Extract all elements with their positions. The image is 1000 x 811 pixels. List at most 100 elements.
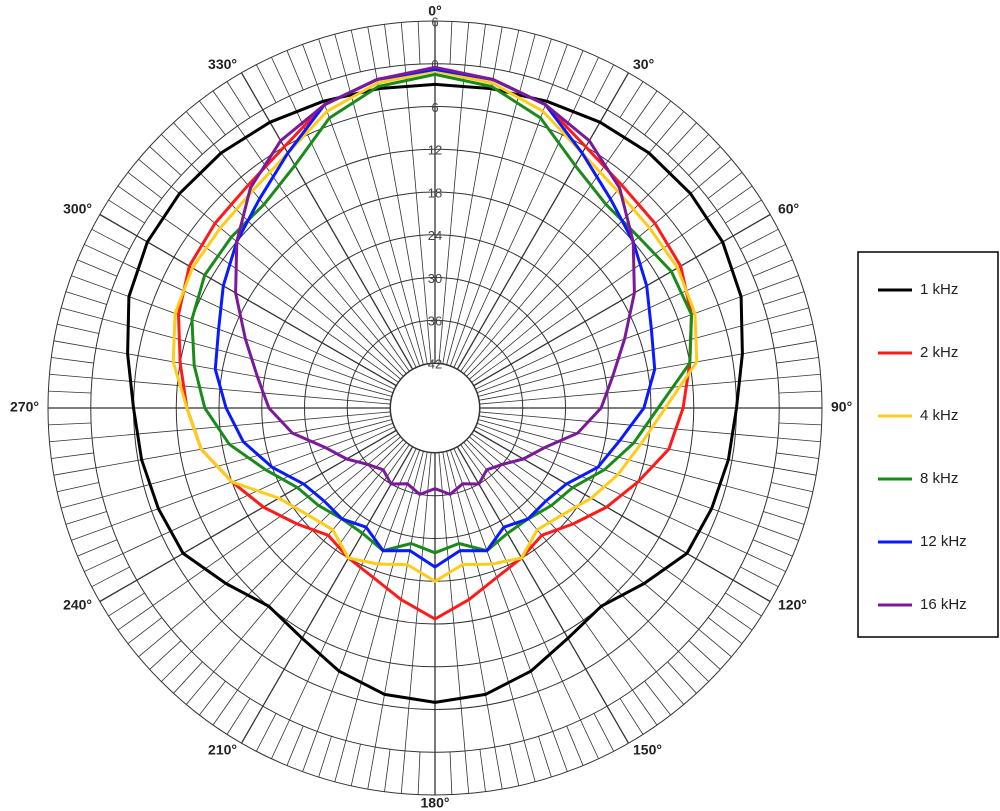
spoke xyxy=(667,661,697,694)
spoke xyxy=(149,640,182,670)
spoke xyxy=(752,259,793,277)
spoke xyxy=(384,749,391,792)
grid-ring xyxy=(175,148,695,668)
spoke xyxy=(417,751,421,795)
spoke xyxy=(667,122,697,155)
spoke xyxy=(65,291,107,305)
spoke xyxy=(593,64,615,103)
series-line xyxy=(177,67,693,621)
spoke xyxy=(127,617,163,644)
legend-label: 1 kHz xyxy=(920,281,958,298)
spoke xyxy=(776,452,819,459)
spoke xyxy=(57,323,99,334)
spoke xyxy=(740,228,779,250)
spoke xyxy=(763,511,805,525)
spoke xyxy=(449,21,453,65)
spoke xyxy=(226,698,251,735)
y-tick-label: 12 xyxy=(428,143,442,158)
spoke xyxy=(763,291,805,305)
spoke xyxy=(619,698,644,735)
spoke xyxy=(707,172,743,199)
grid-ring xyxy=(90,63,780,753)
spoke xyxy=(644,680,671,716)
spoke xyxy=(566,50,584,91)
spoke xyxy=(417,21,421,65)
center-hole xyxy=(390,363,480,453)
spoke xyxy=(725,199,762,224)
spoke xyxy=(566,725,584,766)
spoke xyxy=(57,482,99,493)
spoke xyxy=(108,592,145,617)
y-tick-label: 24 xyxy=(428,228,442,243)
spoke xyxy=(509,30,520,72)
spoke xyxy=(688,146,721,176)
y-tick-label: 30 xyxy=(428,271,442,286)
angle-label: 180° xyxy=(421,795,450,811)
grid-ring xyxy=(304,277,566,539)
spoke xyxy=(108,199,145,224)
legend-box xyxy=(857,251,999,638)
spoke xyxy=(449,751,453,795)
y-tick-label: 36 xyxy=(428,314,442,329)
spoke xyxy=(173,122,203,155)
spoke xyxy=(91,566,130,588)
spoke xyxy=(199,100,226,136)
series-line xyxy=(234,65,636,496)
spoke xyxy=(286,50,304,91)
series-line xyxy=(213,67,657,569)
spoke xyxy=(509,744,520,786)
spoke xyxy=(286,725,304,766)
spoke xyxy=(255,64,277,103)
series-line xyxy=(190,72,693,555)
angle-label: 30° xyxy=(633,56,654,72)
spoke xyxy=(226,81,251,118)
spoke xyxy=(91,228,130,250)
spoke xyxy=(593,713,615,752)
spoke xyxy=(127,172,163,199)
legend-label: 8 kHz xyxy=(920,470,958,487)
spoke xyxy=(778,390,822,394)
spoke xyxy=(255,713,277,752)
spoke xyxy=(771,482,813,493)
legend-label: 2 kHz xyxy=(920,344,958,361)
angle-label: 210° xyxy=(208,742,237,758)
spoke xyxy=(77,539,118,557)
angle-label: 330° xyxy=(208,56,237,72)
spoke xyxy=(48,422,92,426)
legend-label: 4 kHz xyxy=(920,407,958,424)
spoke xyxy=(51,452,94,459)
spoke xyxy=(479,24,486,67)
y-tick-label: 6 xyxy=(431,100,438,115)
spoke xyxy=(740,566,779,588)
spoke xyxy=(318,736,332,778)
grid-ring xyxy=(47,20,823,796)
angle-label: 120° xyxy=(778,597,807,613)
spoke xyxy=(771,323,813,334)
spoke xyxy=(479,749,486,792)
grid-ring xyxy=(218,191,652,625)
spoke xyxy=(644,100,671,136)
spoke xyxy=(707,617,743,644)
spoke xyxy=(65,511,107,525)
angle-label: 240° xyxy=(63,597,92,613)
angle-label: 150° xyxy=(633,742,662,758)
series-line xyxy=(171,69,699,583)
spoke xyxy=(173,661,203,694)
spoke xyxy=(350,30,361,72)
spoke xyxy=(538,38,552,80)
angle-label: 60° xyxy=(778,201,799,217)
spoke xyxy=(725,592,762,617)
spoke xyxy=(688,640,721,670)
spoke xyxy=(752,539,793,557)
spoke xyxy=(384,24,391,67)
spoke xyxy=(149,146,182,176)
spoke xyxy=(48,390,92,394)
spoke xyxy=(350,744,361,786)
angle-label: 0° xyxy=(428,3,441,19)
spoke xyxy=(51,357,94,364)
spoke xyxy=(778,422,822,426)
angle-label: 90° xyxy=(831,399,852,415)
spoke xyxy=(318,38,332,80)
y-tick-label: 18 xyxy=(428,185,442,200)
